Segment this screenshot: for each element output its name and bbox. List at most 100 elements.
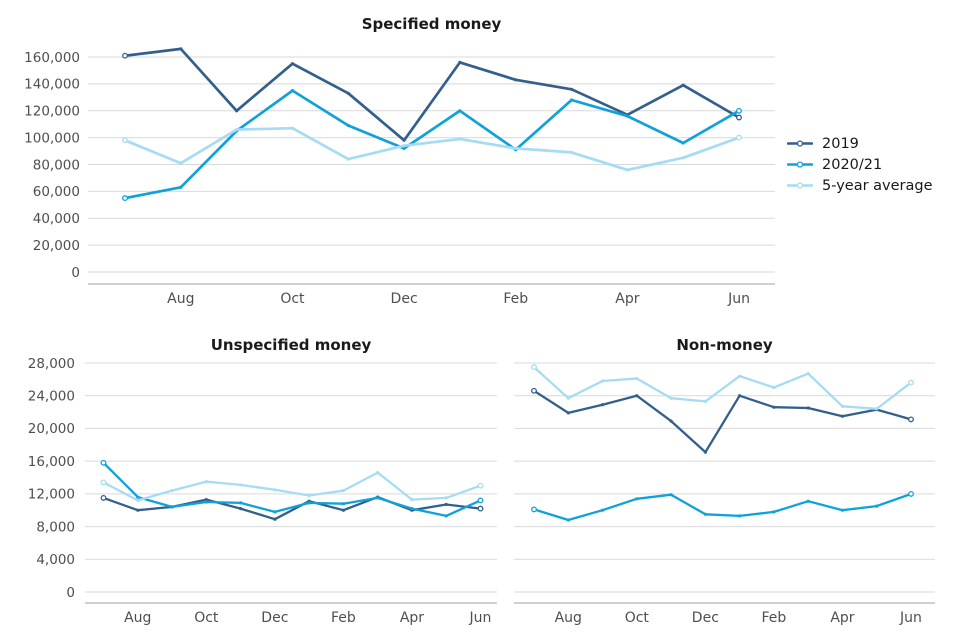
legend-dot: [796, 161, 804, 168]
data-point-marker: [635, 376, 639, 381]
data-point-marker: [273, 488, 277, 492]
data-point-marker: [273, 510, 277, 514]
data-point-marker: [600, 508, 605, 512]
x-tick-label: Jun: [727, 291, 750, 307]
chart-title-specified-money: Specified money: [361, 15, 502, 33]
x-tick-label: Dec: [391, 291, 418, 307]
legend-line-marker-icon: [787, 140, 813, 147]
y-tick-label: 12,000: [28, 487, 75, 503]
y-tick-label: 16,000: [28, 454, 75, 470]
data-point-marker: [410, 498, 414, 502]
data-point-marker: [122, 52, 128, 59]
data-point-marker: [458, 60, 462, 64]
data-point-marker: [635, 394, 639, 398]
data-point-marker: [136, 498, 140, 502]
data-point-marker: [840, 508, 845, 512]
y-tick-label: 120,000: [24, 104, 80, 120]
data-point-marker: [669, 419, 673, 423]
data-point-marker: [235, 109, 239, 113]
data-point-marker: [703, 399, 708, 403]
series-line-5-year-average: [102, 471, 482, 502]
data-point-marker: [402, 146, 406, 150]
y-tick-label: 100,000: [24, 130, 80, 146]
series-line-2019: [532, 389, 913, 454]
data-point-marker: [307, 501, 311, 505]
legend: 2019 2020/21 5-year average: [787, 133, 933, 196]
data-point-marker: [290, 89, 295, 93]
data-point-marker: [681, 156, 685, 160]
data-point-marker: [806, 406, 810, 410]
data-point-marker: [170, 489, 174, 493]
data-point-marker: [635, 497, 639, 501]
series-line-5-year-average: [123, 126, 741, 172]
data-point-marker: [738, 374, 742, 378]
data-point-marker: [738, 514, 742, 518]
data-point-marker: [703, 450, 708, 454]
y-tick-label: 20,000: [33, 238, 80, 254]
data-point-marker: [514, 146, 518, 150]
legend-line-marker-icon: [787, 182, 813, 189]
legend-label: 2020/21: [822, 156, 883, 173]
data-point-marker: [531, 387, 537, 394]
data-point-marker: [410, 507, 414, 511]
data-point-marker: [681, 141, 685, 145]
data-point-marker: [806, 372, 810, 376]
data-point-marker: [122, 137, 128, 144]
data-point-marker: [136, 495, 140, 499]
data-point-marker: [170, 505, 174, 509]
legend-label: 2019: [822, 135, 859, 152]
data-point-marker: [307, 493, 311, 498]
data-point-marker: [100, 494, 107, 501]
series-line-2020-21: [123, 89, 741, 200]
data-point-marker: [100, 459, 107, 466]
x-tick-label: Jun: [899, 610, 922, 626]
y-tick-label: 20,000: [28, 421, 75, 437]
legend-label: 5-year average: [822, 177, 933, 194]
y-tick-label: 24,000: [28, 389, 75, 405]
data-point-marker: [100, 479, 107, 486]
data-point-marker: [908, 379, 914, 386]
data-point-marker: [908, 490, 914, 497]
series-line-5-year-average: [532, 365, 913, 410]
data-point-marker: [570, 150, 574, 154]
legend-item-2020-21: 2020/21: [787, 154, 933, 175]
data-point-marker: [458, 137, 462, 141]
data-point-marker: [566, 518, 570, 522]
chart-title-unspecified-money: Unspecified money: [210, 336, 372, 354]
data-point-marker: [681, 83, 685, 87]
x-tick-label: Apr: [615, 291, 639, 307]
data-point-marker: [179, 161, 183, 165]
x-tick-label: Aug: [167, 291, 194, 307]
chart-0: 0 20,000 40,000 60,000 80,000 100,000 120,000 1…: [24, 47, 775, 307]
data-point-marker: [376, 496, 380, 500]
data-point-marker: [875, 504, 879, 508]
data-point-marker: [273, 517, 277, 521]
data-point-marker: [239, 501, 243, 505]
data-point-marker: [736, 114, 742, 121]
y-tick-label: 40,000: [33, 211, 80, 227]
series-line-2019: [123, 47, 741, 142]
x-tick-label: Aug: [555, 610, 582, 626]
data-point-marker: [444, 502, 448, 507]
data-point-marker: [566, 396, 570, 400]
x-tick-label: Apr: [400, 610, 424, 626]
data-point-marker: [736, 134, 742, 141]
data-point-marker: [458, 109, 462, 113]
chart-2: Aug Oct Dec Feb Apr Jun: [514, 362, 935, 626]
y-tick-label: 8,000: [36, 519, 75, 535]
legend-dot: [796, 182, 804, 189]
data-point-marker: [570, 98, 574, 102]
data-point-marker: [122, 195, 128, 202]
x-tick-label: Oct: [280, 291, 305, 307]
data-point-marker: [477, 497, 484, 504]
data-point-marker: [600, 379, 605, 383]
y-tick-label: 4,000: [36, 552, 75, 568]
data-point-marker: [570, 87, 574, 91]
data-point-marker: [402, 144, 406, 148]
data-point-marker: [514, 78, 518, 82]
data-point-marker: [341, 489, 345, 493]
data-point-marker: [444, 514, 448, 518]
data-point-marker: [179, 47, 183, 51]
x-tick-label: Feb: [503, 291, 528, 307]
x-tick-label: Oct: [194, 610, 219, 626]
